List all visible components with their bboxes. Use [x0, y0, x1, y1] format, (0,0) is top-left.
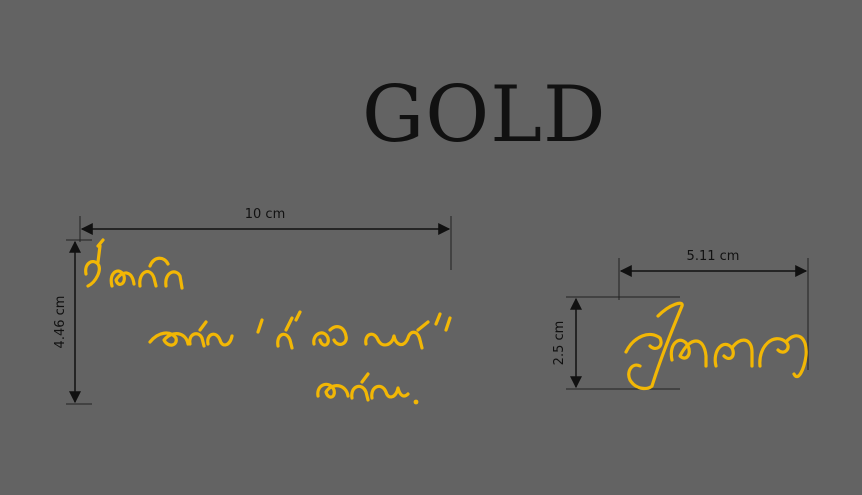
left-width-dimension: 10 cm: [79, 207, 452, 270]
left-height-label: 4.46 cm: [53, 296, 68, 349]
right-height-dimension: 2.5 cm: [552, 296, 680, 390]
right-width-label: 5.11 cm: [687, 249, 740, 264]
handwritten-message-engraving: [84, 238, 452, 405]
left-width-label: 10 cm: [245, 207, 286, 222]
right-height-label: 2.5 cm: [552, 321, 567, 366]
handwritten-signature-engraving: [624, 301, 808, 391]
left-height-dimension: 4.46 cm: [53, 239, 92, 405]
page-title: GOLD: [362, 70, 607, 160]
right-width-dimension: 5.11 cm: [618, 249, 809, 370]
